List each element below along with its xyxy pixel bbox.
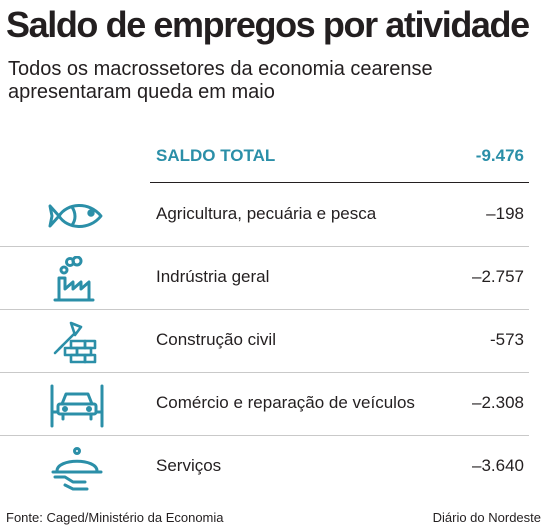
row-value: -573	[489, 330, 524, 349]
row-label: Construção civil	[156, 330, 276, 349]
row-value: –2.308	[472, 393, 524, 412]
table-row: Indrústria geral –2.757	[0, 248, 549, 310]
table-row: Construção civil -573	[0, 311, 549, 373]
table-row: Serviços –3.640	[0, 437, 549, 499]
total-label: SALDO TOTAL	[156, 146, 276, 165]
publisher-credit: Diário do Nordeste	[432, 510, 541, 525]
car-lift-icon	[45, 382, 109, 428]
cloche-icon	[45, 445, 109, 491]
total-divider	[150, 182, 529, 183]
row-label: Agricultura, pecuária e pesca	[156, 204, 377, 223]
row-label: Comércio e reparação de veículos	[156, 393, 415, 412]
table-row: Comércio e reparação de veículos –2.308	[0, 374, 549, 436]
row-label: Serviços	[156, 456, 222, 475]
total-value: -9.476	[475, 146, 524, 165]
chart-subtitle: Todos os macrossetores da economia ceare…	[8, 58, 433, 103]
row-divider	[0, 435, 529, 436]
row-value: –198	[486, 204, 524, 223]
row-value: –3.640	[472, 456, 524, 475]
row-label: Indrústria geral	[156, 267, 270, 286]
fish-icon	[45, 193, 109, 239]
table-row: Agricultura, pecuária e pesca –198	[0, 185, 549, 247]
source-note: Fonte: Caged/Ministério da Economia	[6, 510, 224, 525]
row-divider	[0, 372, 529, 373]
chart-title: Saldo de empregos por atividade	[6, 4, 530, 45]
factory-icon	[45, 256, 109, 302]
construction-icon	[45, 319, 109, 365]
row-divider	[0, 246, 529, 247]
row-divider	[0, 309, 529, 310]
row-value: –2.757	[472, 267, 524, 286]
